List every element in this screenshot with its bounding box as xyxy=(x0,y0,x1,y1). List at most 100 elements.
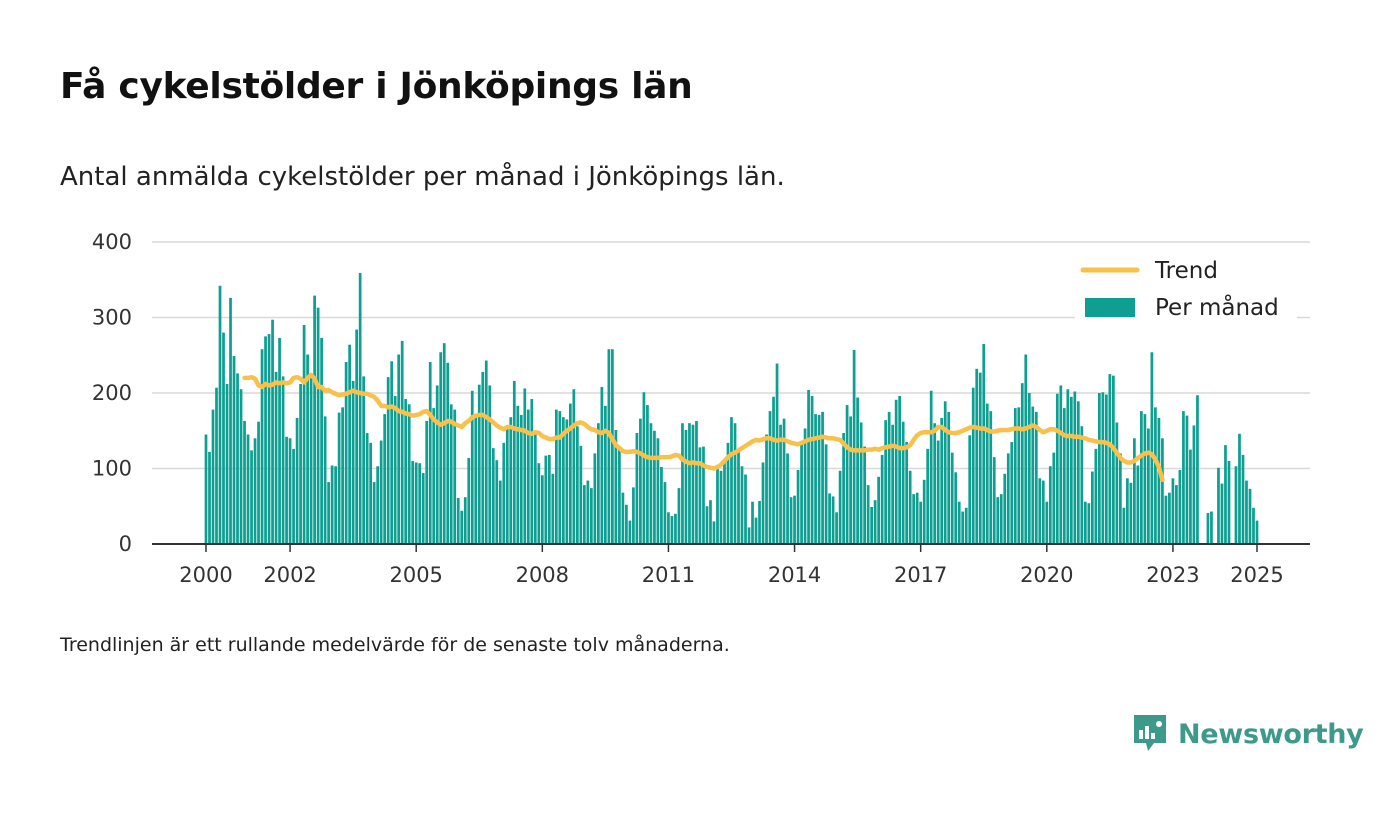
bar xyxy=(870,507,873,544)
bar xyxy=(898,396,902,544)
bar xyxy=(383,414,387,544)
bar xyxy=(653,430,656,544)
bar xyxy=(428,362,432,544)
bar xyxy=(418,463,422,544)
legend: Trend Per månad xyxy=(1075,252,1297,322)
bar xyxy=(838,470,842,544)
bar xyxy=(1101,392,1105,544)
bar xyxy=(1010,442,1014,544)
bar xyxy=(330,465,334,544)
bar xyxy=(519,414,523,544)
bar xyxy=(674,513,677,544)
bar xyxy=(509,417,513,544)
bar xyxy=(1171,478,1175,544)
bar xyxy=(498,480,502,544)
bar xyxy=(719,470,723,544)
y-tick-label: 100 xyxy=(92,457,132,481)
bar xyxy=(341,407,344,544)
bar xyxy=(295,417,299,544)
bar xyxy=(547,454,551,544)
bar xyxy=(225,383,229,544)
bar xyxy=(407,404,411,544)
bar xyxy=(250,450,253,544)
bar xyxy=(817,414,821,544)
newsworthy-brand[interactable]: Newsworthy xyxy=(1132,712,1364,756)
bar xyxy=(901,421,905,544)
x-tick-label: 2008 xyxy=(516,563,569,587)
bar xyxy=(281,376,285,544)
bar xyxy=(523,388,527,544)
bar xyxy=(551,473,555,544)
chart-title: Få cykelstölder i Jönköpings län xyxy=(60,66,693,107)
bar xyxy=(646,405,649,544)
bar xyxy=(1129,482,1133,544)
bar xyxy=(1006,453,1010,544)
bar xyxy=(344,362,348,544)
bar xyxy=(887,411,891,545)
trend-line-group xyxy=(242,372,1165,483)
x-tick-label: 2025 xyxy=(1230,563,1283,587)
bar xyxy=(985,403,989,544)
bar xyxy=(737,451,740,544)
bar xyxy=(989,411,993,544)
bar xyxy=(880,454,884,544)
bar xyxy=(299,383,302,544)
bar xyxy=(267,334,271,544)
bar xyxy=(919,501,923,544)
bar xyxy=(740,466,744,544)
bar xyxy=(260,349,264,544)
bar xyxy=(348,344,351,544)
x-tick-label: 2002 xyxy=(263,563,316,587)
bar xyxy=(691,424,695,544)
x-tick-label: 2011 xyxy=(642,563,695,587)
bar xyxy=(337,412,341,544)
bar xyxy=(239,389,243,544)
bar xyxy=(1048,466,1052,544)
bar xyxy=(1175,485,1178,544)
bar xyxy=(404,399,408,544)
bar xyxy=(642,392,646,544)
bar xyxy=(905,442,909,544)
bar xyxy=(1164,495,1168,544)
bar xyxy=(1143,414,1147,544)
bar xyxy=(211,409,215,544)
bar xyxy=(1031,406,1035,544)
bar xyxy=(929,390,933,544)
bar xyxy=(495,460,499,544)
bar xyxy=(257,421,260,544)
bar xyxy=(572,389,576,544)
bar xyxy=(1147,428,1150,544)
bar xyxy=(446,362,450,544)
bar xyxy=(400,340,404,544)
bar xyxy=(1126,478,1129,544)
bar xyxy=(533,430,537,544)
bar xyxy=(1052,452,1056,544)
bar xyxy=(358,272,362,544)
bar xyxy=(565,419,569,544)
bar xyxy=(327,482,330,544)
bar xyxy=(351,380,355,544)
bar xyxy=(243,420,246,544)
bar xyxy=(1196,395,1199,544)
bar xyxy=(999,494,1003,544)
bar xyxy=(376,466,380,544)
bar xyxy=(390,361,394,544)
bar xyxy=(432,408,436,544)
brand-name: Newsworthy xyxy=(1178,718,1364,750)
bar xyxy=(936,440,940,544)
bar xyxy=(306,354,309,544)
bar xyxy=(278,337,281,544)
bar xyxy=(926,448,930,544)
bar xyxy=(828,493,831,544)
bar xyxy=(667,512,670,544)
bar xyxy=(537,463,541,544)
bar xyxy=(1115,422,1119,544)
bar xyxy=(863,446,866,544)
bar xyxy=(884,420,888,544)
bar xyxy=(204,434,208,544)
bar xyxy=(614,430,618,544)
bar xyxy=(1083,501,1087,544)
bar xyxy=(670,516,674,544)
bar xyxy=(288,438,292,544)
bar xyxy=(1182,411,1185,544)
